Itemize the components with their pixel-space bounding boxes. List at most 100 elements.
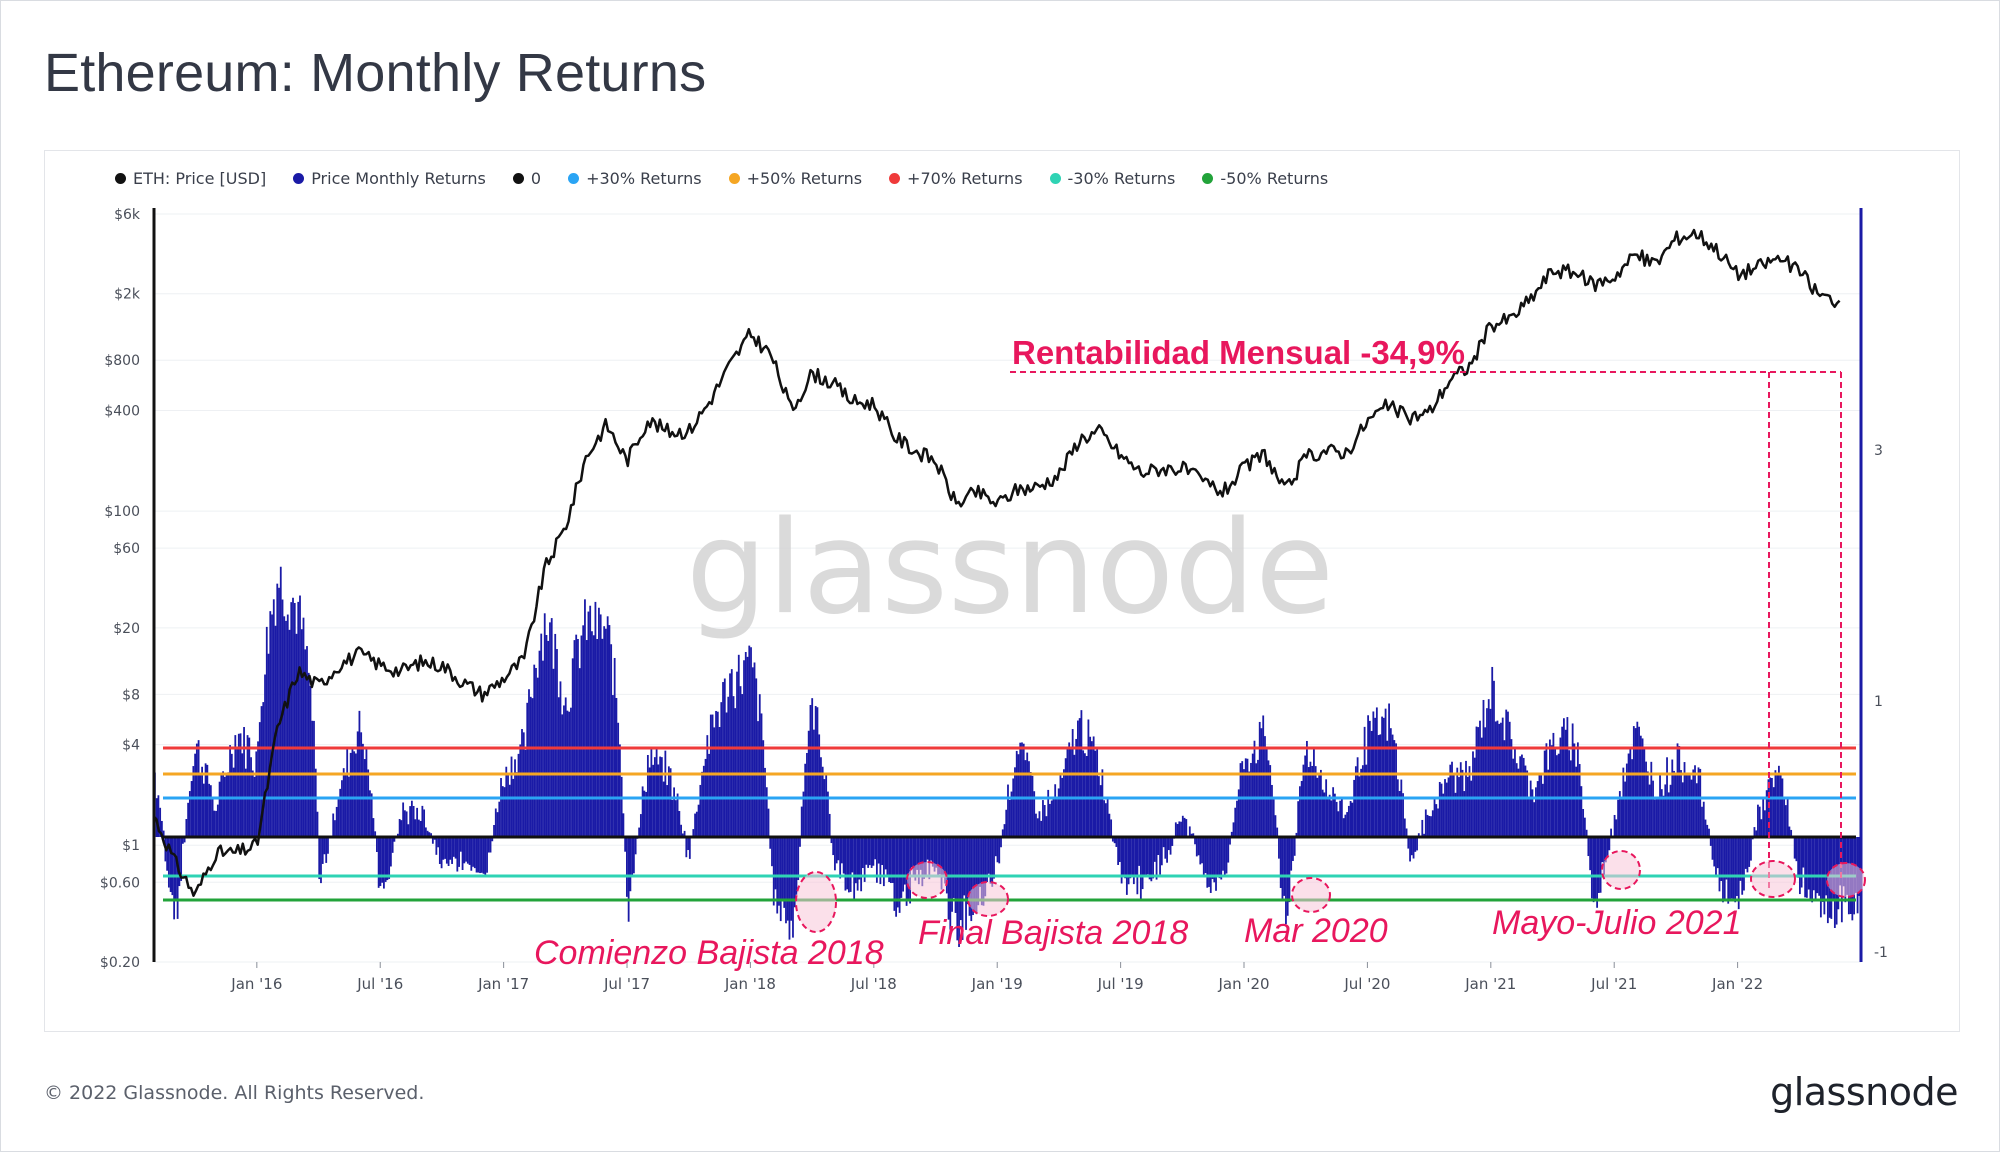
returns-bar bbox=[197, 740, 200, 837]
legend-item-eth-price[interactable]: ETH: Price [USD] bbox=[115, 169, 266, 188]
x-tick-label: Jan '16 bbox=[230, 975, 282, 993]
returns-bar bbox=[1166, 837, 1168, 863]
returns-bar bbox=[1802, 837, 1805, 868]
returns-bar bbox=[762, 740, 765, 837]
returns-bar bbox=[1440, 783, 1443, 837]
returns-bar bbox=[1262, 715, 1265, 837]
returns-bar bbox=[570, 707, 572, 837]
returns-bar bbox=[881, 837, 884, 866]
x-tick-label: Jul '20 bbox=[1343, 975, 1390, 993]
returns-bar bbox=[362, 743, 364, 837]
returns-bar bbox=[1676, 743, 1679, 837]
returns-bar bbox=[1181, 815, 1184, 837]
returns-bar bbox=[452, 837, 455, 857]
returns-bar bbox=[1428, 815, 1431, 837]
returns-bar bbox=[173, 837, 176, 920]
returns-bar bbox=[227, 772, 230, 837]
legend-item-zero[interactable]: 0 bbox=[512, 169, 541, 188]
returns-bar bbox=[1508, 721, 1511, 837]
returns-bar bbox=[279, 566, 282, 837]
returns-bar bbox=[1622, 767, 1625, 837]
returns-bar bbox=[991, 837, 994, 887]
returns-bar bbox=[251, 770, 254, 837]
returns-bar bbox=[596, 639, 599, 837]
returns-bar bbox=[356, 731, 359, 837]
returns-bar bbox=[903, 837, 906, 885]
legend-item-minus50[interactable]: -50% Returns bbox=[1202, 169, 1328, 188]
returns-bar bbox=[440, 837, 443, 869]
returns-bar bbox=[195, 743, 198, 837]
returns-bar bbox=[423, 809, 426, 837]
price-series bbox=[153, 228, 1841, 897]
returns-bar bbox=[321, 837, 324, 864]
returns-bar bbox=[271, 614, 273, 837]
returns-bar bbox=[870, 837, 873, 868]
returns-bar bbox=[463, 837, 466, 864]
returns-bar bbox=[157, 795, 160, 837]
returns-bar bbox=[1101, 769, 1104, 837]
returns-bar bbox=[1400, 779, 1403, 837]
returns-bar bbox=[376, 837, 378, 852]
returns-bar bbox=[577, 638, 579, 837]
returns-bar bbox=[451, 837, 453, 864]
returns-bar bbox=[914, 837, 917, 881]
returns-bar bbox=[535, 667, 537, 837]
returns-bar bbox=[239, 733, 242, 837]
returns-bar bbox=[160, 820, 163, 837]
returns-bar bbox=[1461, 769, 1464, 837]
returns-bar bbox=[174, 837, 177, 900]
returns-bar bbox=[341, 780, 343, 837]
returns-bar bbox=[353, 751, 356, 837]
returns-bar bbox=[709, 714, 712, 837]
returns-bar bbox=[1005, 809, 1008, 837]
returns-bar bbox=[1299, 786, 1301, 837]
returns-bar bbox=[1424, 809, 1427, 837]
returns-bar bbox=[508, 784, 511, 837]
returns-bar bbox=[1790, 829, 1793, 837]
returns-bar bbox=[1057, 788, 1060, 837]
legend-item-plus70[interactable]: +70% Returns bbox=[889, 169, 1023, 188]
returns-bar bbox=[241, 753, 244, 837]
returns-bar bbox=[874, 837, 877, 860]
returns-bar bbox=[1313, 746, 1315, 837]
returns-bar bbox=[671, 799, 674, 837]
returns-bar bbox=[1596, 837, 1599, 908]
legend-swatch bbox=[568, 172, 580, 184]
returns-bar bbox=[674, 800, 677, 837]
returns-bar bbox=[1337, 811, 1340, 837]
returns-bar bbox=[1141, 837, 1144, 890]
returns-bar bbox=[980, 837, 983, 906]
returns-bar bbox=[293, 602, 296, 837]
returns-bar bbox=[855, 837, 857, 884]
returns-bar bbox=[605, 628, 607, 837]
returns-bar bbox=[1657, 796, 1660, 837]
returns-bar bbox=[1148, 837, 1151, 880]
legend-item-minus30[interactable]: -30% Returns bbox=[1049, 169, 1175, 188]
returns-bar bbox=[475, 837, 478, 873]
returns-bar bbox=[484, 837, 487, 877]
returns-bar bbox=[306, 646, 308, 837]
legend-item-plus30[interactable]: +30% Returns bbox=[568, 169, 702, 188]
returns-bar bbox=[248, 737, 251, 837]
returns-bar bbox=[718, 727, 721, 837]
returns-bar bbox=[771, 837, 773, 867]
returns-bar bbox=[1576, 742, 1579, 837]
legend-item-monthly-returns[interactable]: Price Monthly Returns bbox=[293, 169, 486, 188]
x-tick-label: Jul '17 bbox=[603, 975, 650, 993]
legend-item-plus50[interactable]: +50% Returns bbox=[728, 169, 862, 188]
returns-bar bbox=[938, 837, 941, 875]
returns-bar bbox=[891, 837, 894, 883]
returns-bar bbox=[1417, 833, 1420, 837]
returns-bar bbox=[1514, 747, 1516, 837]
returns-bar bbox=[853, 837, 856, 900]
returns-bar bbox=[1720, 837, 1723, 882]
returns-bar bbox=[970, 837, 973, 922]
returns-bar bbox=[332, 813, 335, 837]
returns-bar bbox=[346, 747, 349, 837]
returns-bar bbox=[417, 819, 420, 837]
returns-bar bbox=[1059, 774, 1062, 837]
returns-bar bbox=[1683, 762, 1686, 837]
returns-bar bbox=[1776, 773, 1779, 837]
returns-bar bbox=[1673, 770, 1675, 837]
returns-bar bbox=[283, 616, 286, 837]
